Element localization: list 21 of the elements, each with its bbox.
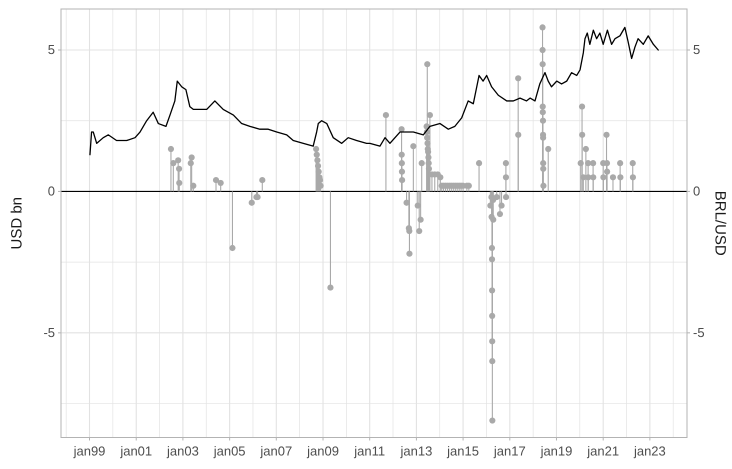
- x-tick-label: jan01: [119, 444, 152, 459]
- x-tick-label: jan13: [400, 444, 432, 459]
- y-axis-title: USD bn: [8, 196, 26, 250]
- x-tick-label: jan21: [586, 444, 620, 459]
- y-tick-label: 0: [48, 184, 55, 199]
- y2-tick-label: -5: [693, 325, 705, 340]
- x-tick-label: jan99: [72, 444, 106, 459]
- y2-tick-label: 5: [693, 42, 700, 58]
- x-tick-label: jan05: [212, 444, 246, 459]
- y-tick-label: -5: [43, 325, 55, 340]
- x-tick-label: jan23: [632, 444, 666, 459]
- x-tick-label: jan15: [446, 444, 479, 459]
- x-tick-label: jan03: [166, 444, 199, 459]
- x-tick-label: jan07: [259, 444, 292, 459]
- x-tick-label: jan09: [306, 444, 339, 459]
- y-tick-label: 5: [48, 42, 55, 58]
- y2-tick-label: 0: [693, 184, 700, 199]
- x-tick-label: jan17: [492, 444, 526, 459]
- x-tick-label: jan19: [540, 444, 572, 459]
- y2-axis-title: BRL/USD: [712, 190, 728, 256]
- x-tick-label: jan11: [353, 444, 386, 459]
